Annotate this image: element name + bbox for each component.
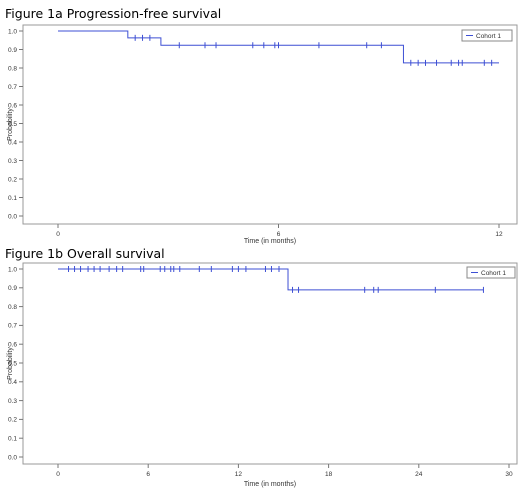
- x-tick-label: 6: [277, 231, 281, 238]
- y-axis-label: Probability: [7, 347, 14, 380]
- x-tick-label: 0: [56, 471, 60, 478]
- x-tick-label: 18: [325, 471, 333, 478]
- legend-label: Cohort 1: [481, 270, 506, 277]
- y-tick-label: 1.0: [8, 28, 17, 35]
- y-tick-label: 0.6: [8, 102, 17, 109]
- y-tick-label: 0.3: [8, 158, 17, 165]
- y-tick-label: 0.1: [8, 436, 17, 443]
- y-tick-label: 0.9: [8, 47, 17, 54]
- y-tick-label: 0.3: [8, 398, 17, 405]
- x-tick-label: 0: [56, 231, 60, 238]
- legend-box: [466, 266, 516, 279]
- x-tick-label: 12: [495, 231, 503, 238]
- x-tick-label: 12: [235, 471, 243, 478]
- y-tick-label: 0.9: [8, 285, 17, 292]
- chart-panel-pfs: 0.0 0.1 0.2 0.3 0.4 0.5 0.6 0.7 0.8 0.9 1.0 0 6 12 Tim…: [0, 24, 520, 246]
- y-tick-label: 0.7: [8, 84, 17, 91]
- y-tick-label: 0.7: [8, 323, 17, 330]
- y-tick-label: 0.2: [8, 176, 17, 183]
- y-tick-label: 0.8: [8, 65, 17, 72]
- y-tick-label: 1.0: [8, 266, 17, 273]
- x-tick-label: 30: [505, 471, 513, 478]
- chart-panel-os: 0.0 0.1 0.2 0.3 0.4 0.5 0.6 0.7 0.8 0.9 1.0 0 6 12 18 2…: [0, 262, 520, 490]
- x-axis-label: Time (in months): [244, 481, 296, 488]
- survival-step-line: [58, 268, 484, 291]
- os-survival-chart: 0.0 0.1 0.2 0.3 0.4 0.5 0.6 0.7 0.8 0.9 1.0 0 6 12 18 2…: [7, 262, 518, 488]
- figure-1a-title: Figure 1a Progression-free survival: [5, 6, 222, 21]
- legend-label: Cohort 1: [476, 33, 501, 40]
- y-axis-label: Probability: [7, 108, 14, 141]
- y-tick-label: 0.0: [8, 454, 17, 461]
- x-tick-label: 24: [415, 471, 423, 478]
- y-tick-label: 0.4: [8, 139, 17, 146]
- figure-1b-title: Figure 1b Overall survival: [5, 246, 165, 261]
- y-tick-label: 0.0: [8, 213, 17, 220]
- y-tick-label: 0.8: [8, 304, 17, 311]
- legend-box: [461, 29, 513, 42]
- y-tick-label: 0.1: [8, 195, 17, 202]
- y-tick-label: 0.5: [8, 121, 17, 128]
- x-axis-label: Time (in months): [244, 238, 296, 245]
- y-tick-label: 0.5: [8, 360, 17, 367]
- y-tick-label: 0.2: [8, 417, 17, 424]
- plot-frame: [22, 24, 518, 225]
- x-tick-label: 6: [146, 471, 150, 478]
- y-tick-label: 0.4: [8, 379, 17, 386]
- survival-step-line: [58, 30, 499, 64]
- y-tick-label: 0.6: [8, 342, 17, 349]
- plot-frame: [22, 262, 518, 465]
- pfs-survival-chart: 0.0 0.1 0.2 0.3 0.4 0.5 0.6 0.7 0.8 0.9 1.0 0 6 12 Tim…: [7, 24, 518, 245]
